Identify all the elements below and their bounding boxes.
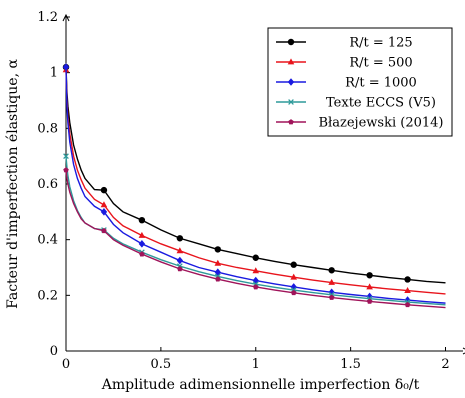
legend-swatch-marker — [288, 99, 294, 105]
series-4 — [63, 153, 446, 306]
data-point — [215, 276, 221, 282]
data-point — [62, 63, 70, 71]
data-point — [366, 283, 373, 290]
legend-item: R/t = 1000 — [276, 76, 417, 91]
data-point — [366, 272, 373, 279]
data-point — [404, 287, 411, 294]
y-tick-label: 1.2 — [37, 10, 58, 25]
y-tick-label: 0.8 — [37, 121, 58, 136]
data-point — [176, 256, 184, 265]
data-point — [138, 216, 146, 224]
data-point — [328, 294, 335, 300]
data-point — [253, 284, 259, 290]
legend-swatch-marker — [287, 38, 295, 46]
series-2 — [62, 66, 446, 295]
data-point — [290, 289, 297, 296]
y-tick-label: 0 — [50, 344, 58, 359]
data-point — [404, 301, 411, 308]
legend-item: Błazejewski (2014) — [276, 116, 443, 131]
y-tick-label: 0.4 — [37, 233, 58, 248]
y-axis-title: Facteur d'imperfection élastique, α — [5, 59, 21, 309]
y-tick-label: 0.2 — [37, 288, 58, 303]
x-tick-label: 0 — [62, 357, 70, 372]
data-point — [100, 201, 108, 208]
legend-item: R/t = 500 — [276, 56, 413, 71]
data-point — [214, 268, 222, 277]
x-axis-title: Amplitude adimensionnelle imperfection δ… — [101, 377, 420, 393]
data-point — [252, 267, 260, 274]
y-tick-label: 0.6 — [37, 177, 58, 192]
data-point — [176, 235, 184, 242]
legend-label: Błazejewski (2014) — [319, 116, 444, 131]
y-axis-arrow — [62, 13, 70, 22]
legend-item: Texte ECCS (V5) — [276, 96, 436, 111]
data-point — [63, 167, 69, 173]
x-tick-label: 1 — [252, 357, 260, 372]
legend-label: R/t = 125 — [349, 36, 412, 51]
data-point — [100, 186, 108, 194]
data-point — [404, 276, 411, 283]
legend: R/t = 125 R/t = 500 R/t = 1000 Texte ECCS (… — [267, 27, 453, 137]
data-point — [290, 273, 298, 280]
data-point — [328, 278, 335, 285]
data-point — [100, 208, 108, 216]
axes: 0 0.5 1 1.5 2 0 0.2 0.4 0.6 0.8 1 1.2 — [37, 10, 465, 372]
data-point — [290, 261, 297, 268]
x-tick-label: 2 — [441, 357, 449, 372]
data-point — [63, 153, 69, 160]
series-5 — [63, 167, 446, 309]
x-tick-label: 0.5 — [151, 357, 172, 372]
data-point — [366, 298, 373, 304]
y-tick-label: 1 — [50, 66, 58, 81]
data-point — [214, 259, 222, 266]
data-point — [138, 231, 146, 238]
data-point — [176, 247, 184, 254]
data-point — [252, 254, 259, 261]
data-point — [138, 240, 146, 248]
legend-swatch-marker — [287, 78, 295, 86]
data-point — [177, 265, 183, 272]
x-tick-label: 1.5 — [340, 357, 361, 372]
data-point — [214, 246, 222, 253]
legend-swatch-marker — [287, 58, 295, 65]
series-layer — [62, 63, 446, 309]
data-point — [328, 267, 335, 274]
data-point — [139, 251, 145, 257]
legend-label: R/t = 500 — [349, 56, 412, 71]
data-point — [101, 227, 107, 234]
legend-label: R/t = 1000 — [345, 76, 417, 91]
legend-swatch-marker — [288, 119, 294, 125]
legend-item: R/t = 125 — [276, 36, 413, 51]
legend-label: Texte ECCS (V5) — [326, 96, 436, 111]
